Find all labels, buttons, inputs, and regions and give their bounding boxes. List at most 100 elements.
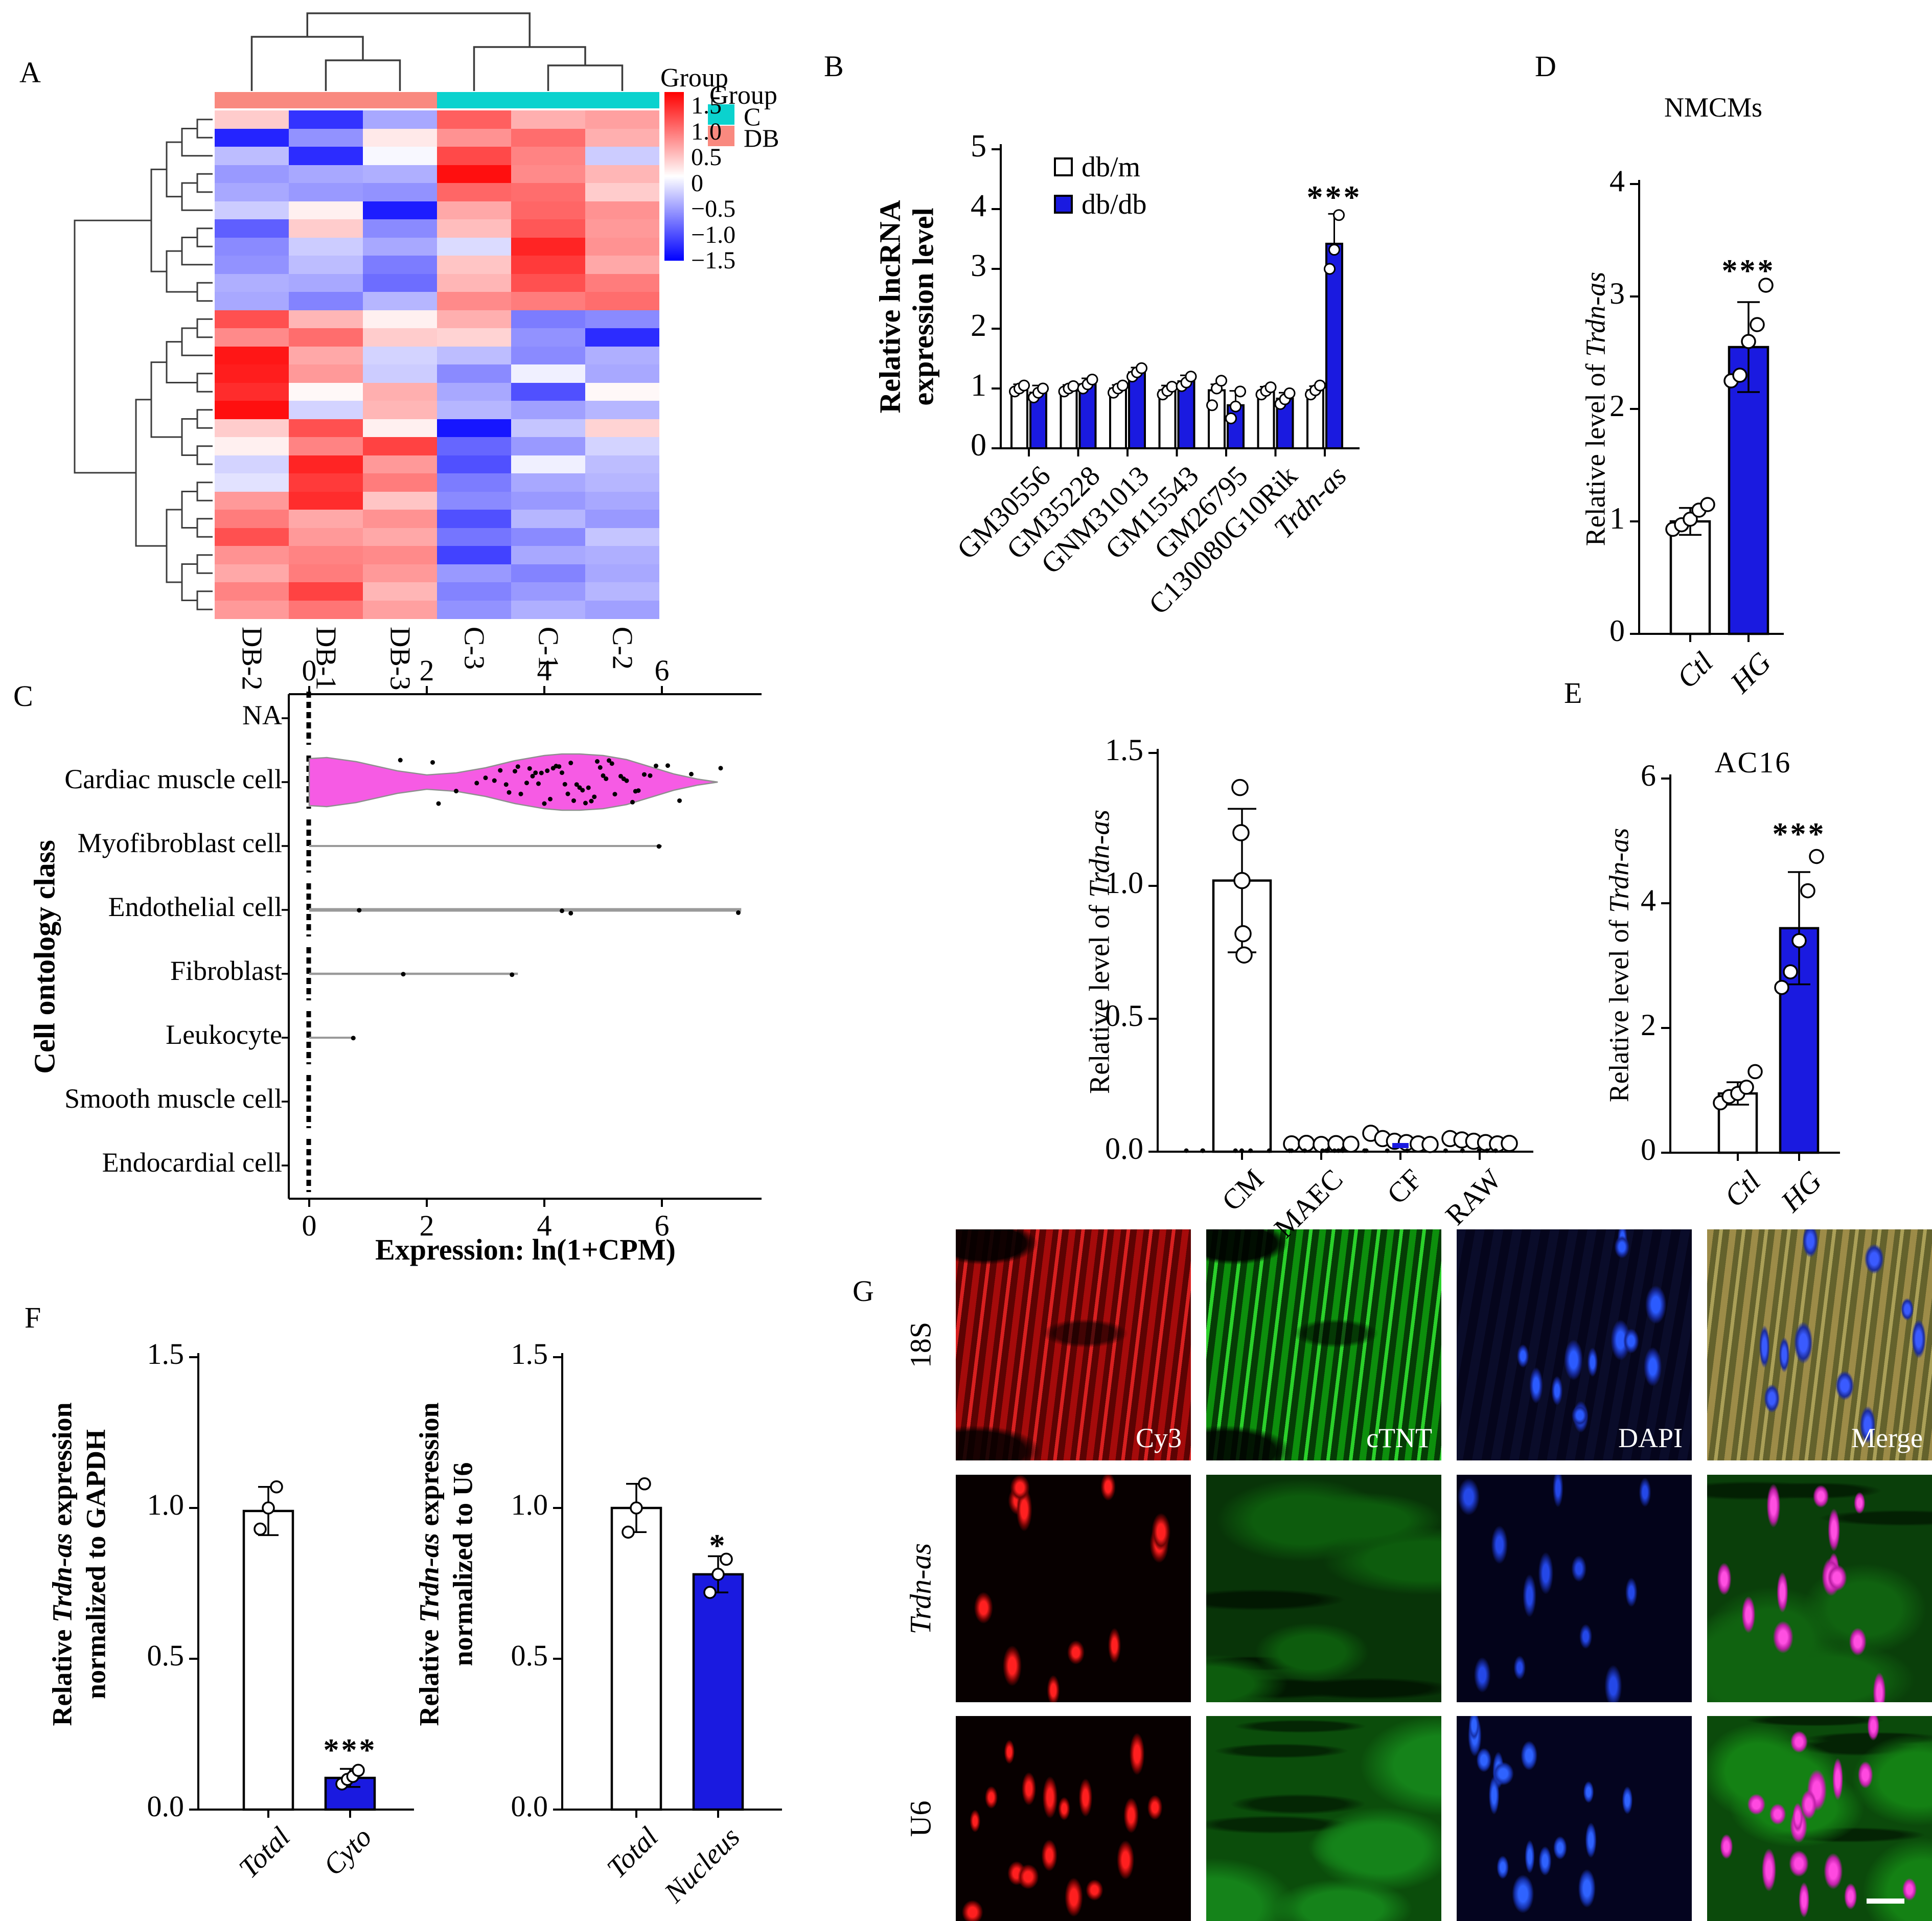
data-point [1255,388,1268,401]
heatmap-cell [585,273,659,292]
violin-point [503,782,509,787]
heatmap-cell [215,219,289,238]
heatmap-cell [363,382,437,401]
violin-point [562,782,567,787]
bar [1128,371,1146,449]
legend-swatch-c [708,104,734,125]
bar [1177,380,1195,450]
y-tick-label: 1.5 [147,1337,185,1371]
heatmap-cell [289,183,363,201]
data-point [1477,1134,1494,1151]
data-point [1362,1125,1379,1142]
data-point [1713,1095,1728,1111]
data-point [1298,1135,1315,1152]
heatmap-cell [511,473,585,492]
heatmap-cell [511,382,585,401]
heatmap-cell [511,201,585,220]
data-point [1231,779,1249,796]
y-tick-label: 0 [1641,1132,1656,1167]
micrograph-U6-Merge [1707,1716,1932,1921]
heatmap-cell [289,201,363,220]
heatmap-cell [437,328,511,347]
g-channel-label-Cy3: Cy3 [1135,1423,1182,1453]
heatmap-cell [511,328,585,347]
g-row-label-U6: U6 [904,1800,937,1837]
scatter-point [568,910,573,916]
heatmap-cell [511,165,585,184]
y-tick-label: 0 [971,428,986,463]
heatmap-cell [437,201,511,220]
y-tick-label: 4 [971,189,986,223]
scatter-point [560,908,564,913]
colorbar-tick-label: −0.5 [691,195,736,222]
heatmap-cell [585,546,659,564]
heatmap-cell [215,346,289,365]
data-point [1305,388,1317,401]
heatmap-cell [437,473,511,492]
baseline-point [1336,1148,1341,1153]
g-channel-label-cTNT: cTNT [1366,1423,1432,1453]
heatmap-cell [511,455,585,474]
heatmap-cell [437,128,511,147]
significance-stars: *** [1772,817,1826,852]
violin-category-label: Endothelial cell [108,891,282,922]
heatmap-cell [437,219,511,238]
data-point [1264,381,1277,394]
violin-point [398,758,403,763]
scatter-point [510,972,515,977]
data-point [1157,388,1169,401]
heatmap-cell [511,256,585,274]
heatmap-cell [511,292,585,310]
heatmap-cell [215,564,289,583]
data-point [1800,883,1815,899]
f-ylabel-line2: normalized to GAPDH [80,1429,111,1699]
heatmap-col-label: C-2 [606,627,638,670]
violin-shape [308,753,718,811]
violin-point [609,761,614,766]
heatmap-cell [511,147,585,165]
top-tick-label: 6 [654,654,670,687]
baseline-point [1364,1148,1369,1153]
heatmap-cell [289,237,363,256]
heatmap-cell [215,364,289,383]
data-point [1465,1132,1483,1150]
violin-point [474,781,479,786]
violin-point [624,778,629,783]
baseline-point [1325,1148,1330,1153]
column-dendrogram [325,59,401,91]
heatmap-cell [289,310,363,329]
heatmap-cell [511,491,585,510]
data-point [1136,362,1147,374]
panel-letter-e: E [1564,676,1582,710]
heatmap-cell [289,128,363,147]
bar [1010,387,1028,449]
baseline-point [1477,1148,1482,1153]
y-tick-label: 2 [1641,1008,1656,1042]
heatmap-cell [585,600,659,619]
heatmap-cell [437,110,511,129]
heatmap-cell [437,582,511,601]
data-point [1791,933,1807,948]
heatmap-cell [511,237,585,256]
data-point [1739,1080,1754,1095]
heatmap-cell [511,128,585,147]
heatmap-cell [437,419,511,438]
violin-point [601,773,606,778]
micrograph-18S-Cy3 [956,1229,1191,1460]
heatmap-cell [363,546,437,564]
data-point [1691,502,1707,518]
micrograph-Trdn-as-DAPI [1457,1475,1692,1702]
heatmap-cell [363,256,437,274]
heatmap-cell [289,273,363,292]
heatmap-cell [363,600,437,619]
data-point [1723,373,1739,388]
heatmap-cell [511,546,585,564]
heatmap-cell [511,183,585,201]
heatmap-cell [289,219,363,238]
y-tick-label: 1 [1609,501,1625,535]
b-ylabel-line2: expression level [906,208,940,406]
data-point [1028,392,1040,404]
baseline-point [1302,1148,1307,1153]
heatmap-cell [215,382,289,401]
y-tick-label: 1.5 [511,1337,548,1371]
